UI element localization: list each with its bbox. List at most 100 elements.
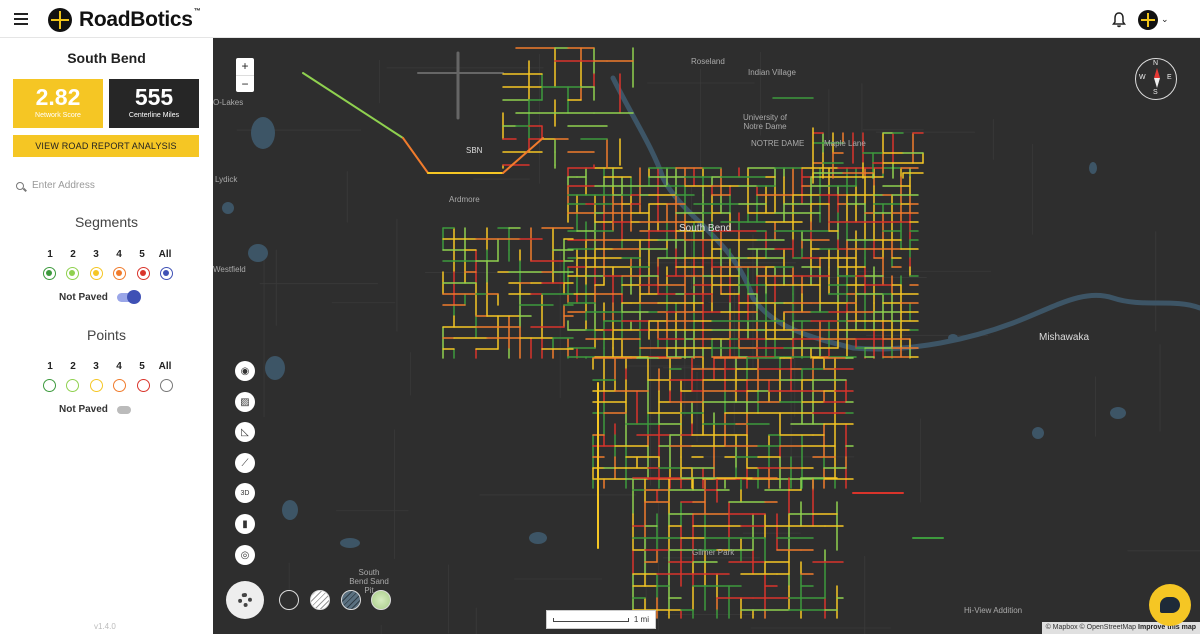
segment-level-4-radio[interactable] bbox=[113, 267, 127, 280]
map-label-notre-dame: NOTRE DAME bbox=[751, 139, 805, 148]
segment-level-1-radio[interactable] bbox=[43, 267, 56, 280]
map-label-lydick: Lydick bbox=[215, 175, 238, 184]
segment-level-1-label: 1 bbox=[47, 249, 53, 260]
centerline-miles-label: Centerline Miles bbox=[128, 112, 180, 119]
segment-level-5-radio[interactable] bbox=[136, 267, 150, 280]
segments-filter-dots bbox=[43, 267, 173, 280]
map-style-streets-button[interactable] bbox=[310, 590, 330, 610]
map-label-sand-pit: South Bend Sand Pit bbox=[349, 568, 389, 595]
compass-s: S bbox=[1153, 89, 1158, 96]
points-filter-dots bbox=[43, 379, 173, 392]
bell-icon[interactable] bbox=[1112, 12, 1126, 28]
zoom-out-button[interactable]: − bbox=[236, 75, 254, 92]
points-not-paved: Not Paved bbox=[59, 404, 131, 415]
segments-level-labels: 1 2 3 4 5 All bbox=[40, 249, 175, 260]
point-level-2-label: 2 bbox=[70, 361, 76, 372]
segment-level-2-radio[interactable] bbox=[66, 267, 80, 280]
brand-trademark: ™ bbox=[193, 8, 201, 15]
account-globe-icon[interactable] bbox=[1138, 10, 1158, 30]
arterial-road[interactable] bbox=[402, 137, 429, 174]
lake bbox=[340, 538, 360, 548]
view-road-report-button[interactable]: VIEW ROAD REPORT ANALYSIS bbox=[13, 135, 199, 157]
point-level-all-radio[interactable] bbox=[159, 379, 173, 392]
map-label-ardmore: Ardmore bbox=[449, 195, 480, 204]
sidebar: South Bend 2.82 Network Score 555 Center… bbox=[0, 38, 213, 634]
point-level-3-radio[interactable] bbox=[89, 379, 103, 392]
segments-not-paved-toggle[interactable] bbox=[116, 290, 141, 304]
image-layer-icon[interactable]: ▨ bbox=[235, 392, 255, 412]
point-level-1-radio[interactable] bbox=[43, 379, 56, 392]
lake bbox=[265, 356, 285, 380]
lake bbox=[222, 202, 234, 214]
camera-icon[interactable]: ◉ bbox=[235, 361, 255, 381]
point-level-2-radio[interactable] bbox=[66, 379, 80, 392]
centerline-miles-value: 555 bbox=[134, 84, 174, 110]
map-label-hi-view: Hi-View Addition bbox=[964, 606, 1023, 615]
points-title: Points bbox=[87, 327, 126, 343]
arterial-road[interactable] bbox=[302, 72, 404, 139]
compass-icon[interactable]: N S W E bbox=[1135, 58, 1177, 100]
lake bbox=[282, 500, 298, 520]
lake bbox=[529, 532, 547, 544]
app-version: v1.4.0 bbox=[94, 622, 116, 631]
3d-view-icon[interactable]: 3D bbox=[235, 483, 255, 503]
settings-button[interactable] bbox=[226, 581, 264, 619]
compass-w: W bbox=[1139, 74, 1146, 81]
segment-level-3-radio[interactable] bbox=[89, 267, 103, 280]
segment-level-all-label: All bbox=[158, 249, 172, 260]
map-label-sbn-airport: SBN bbox=[466, 146, 483, 155]
st-joseph-river bbox=[610, 75, 1200, 352]
ruler-icon[interactable]: ⟋ bbox=[235, 453, 255, 473]
chat-bubble-icon bbox=[1160, 597, 1180, 613]
segment-level-5-label: 5 bbox=[139, 249, 145, 260]
point-level-5-radio[interactable] bbox=[136, 379, 150, 392]
map-canvas[interactable] bbox=[213, 38, 1200, 634]
map-style-satellite-button[interactable] bbox=[341, 590, 361, 610]
brand-logo[interactable]: RoadBotics™ bbox=[48, 8, 201, 32]
point-level-1-label: 1 bbox=[47, 361, 53, 372]
segment-level-all-radio[interactable] bbox=[159, 267, 173, 280]
attribution-osm[interactable]: © OpenStreetMap bbox=[1079, 624, 1137, 631]
locate-icon[interactable]: ◎ bbox=[235, 545, 255, 565]
attribution-improve-link[interactable]: Improve this map bbox=[1138, 624, 1196, 631]
map-label-roseland: Roseland bbox=[691, 57, 725, 66]
lake bbox=[1110, 407, 1126, 419]
address-search[interactable]: Enter Address bbox=[16, 180, 95, 191]
map-label-indian-village: Indian Village bbox=[748, 68, 796, 77]
point-level-4-label: 4 bbox=[116, 361, 122, 372]
brand-name: RoadBotics bbox=[79, 8, 193, 31]
gear-icon bbox=[238, 593, 252, 607]
road-map[interactable]: South Bend Mishawaka Roseland Indian Vil… bbox=[213, 38, 1200, 634]
map-label-university: University of Notre Dame bbox=[742, 113, 787, 131]
point-level-3-label: 3 bbox=[93, 361, 99, 372]
measure-angle-icon[interactable]: ◺ bbox=[235, 422, 255, 442]
top-bar: RoadBotics™ ⌄ bbox=[0, 0, 1200, 38]
map-style-dark-button[interactable] bbox=[279, 590, 299, 610]
trash-icon[interactable]: ▮ bbox=[235, 514, 255, 534]
points-not-paved-label: Not Paved bbox=[59, 404, 108, 415]
point-level-all-label: All bbox=[158, 361, 172, 372]
lake bbox=[251, 117, 275, 149]
chat-support-button[interactable] bbox=[1149, 584, 1191, 626]
centerline-miles-card: 555 Centerline Miles bbox=[109, 79, 199, 128]
hamburger-menu-icon[interactable] bbox=[14, 13, 28, 25]
chevron-down-icon[interactable]: ⌄ bbox=[1161, 14, 1169, 24]
zoom-in-button[interactable]: + bbox=[241, 59, 249, 73]
attribution-mapbox[interactable]: © Mapbox bbox=[1045, 624, 1078, 631]
point-level-4-radio[interactable] bbox=[113, 379, 127, 392]
map-style-terrain-button[interactable] bbox=[371, 590, 391, 610]
lake bbox=[248, 244, 268, 262]
network-score-label: Network Score bbox=[35, 112, 81, 119]
map-label-gilmer-park: Gilmer Park bbox=[692, 548, 735, 557]
roadbotics-logo-icon bbox=[48, 8, 72, 32]
compass-e: E bbox=[1167, 74, 1172, 81]
search-input[interactable]: Enter Address bbox=[32, 180, 95, 191]
lake bbox=[1032, 427, 1044, 439]
segments-title: Segments bbox=[74, 214, 139, 230]
arterial-road[interactable] bbox=[502, 137, 544, 174]
map-label-maple-lane: Maple Lane bbox=[824, 139, 866, 148]
network-score-value: 2.82 bbox=[35, 84, 81, 110]
points-not-paved-toggle[interactable] bbox=[116, 405, 131, 414]
zoom-control: + − bbox=[236, 58, 254, 92]
point-level-5-label: 5 bbox=[139, 361, 145, 372]
